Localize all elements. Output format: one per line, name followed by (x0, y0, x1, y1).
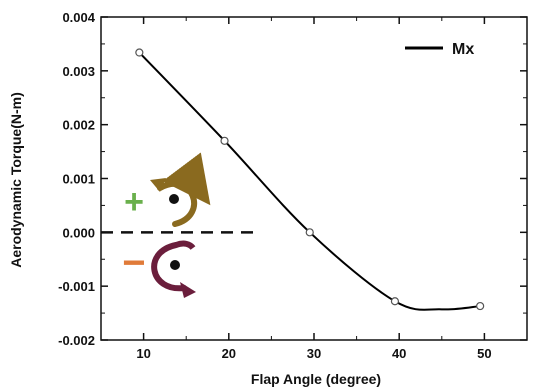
data-point (220, 136, 229, 145)
x-tick-label: 50 (477, 346, 491, 361)
positive-rotation-annotation: + (124, 152, 211, 227)
y-axis-title: Aerodynamic Torque(N-m) (8, 92, 24, 268)
x-tick-label: 10 (136, 346, 150, 361)
data-point (135, 48, 144, 57)
series-points (135, 48, 485, 311)
y-tick-label: 0.001 (62, 172, 95, 187)
y-tick-label: -0.001 (58, 279, 95, 294)
data-point (305, 228, 314, 237)
data-point (476, 301, 485, 311)
x-tick-label: 20 (222, 346, 236, 361)
axis-tick-labels: 10 20 30 40 50 -0.002 -0.001 0.000 0.001 0.002 0.0… (58, 10, 492, 361)
x-axis-title: Flap Angle (degree) (251, 371, 381, 387)
counterclockwise-arrow-eye-icon (150, 152, 211, 227)
x-tick-label: 40 (392, 346, 406, 361)
y-tick-label: 0.002 (62, 118, 95, 133)
axis-ticks (100, 16, 528, 341)
y-tick-label: 0.004 (62, 10, 95, 25)
data-point (390, 297, 400, 306)
series-line-mx (138, 51, 481, 311)
legend-label-mx: Mx (452, 41, 474, 58)
x-tick-label: 30 (307, 346, 321, 361)
legend: Mx (405, 41, 474, 58)
y-tick-label: -0.002 (58, 333, 95, 348)
clockwise-arrow-eye-icon (151, 240, 196, 298)
y-tick-label: 0.003 (62, 64, 95, 79)
minus-sign: − (122, 241, 145, 285)
y-tick-label: 0.000 (62, 225, 95, 240)
negative-rotation-annotation: − (122, 240, 196, 298)
plus-sign: + (124, 183, 144, 221)
